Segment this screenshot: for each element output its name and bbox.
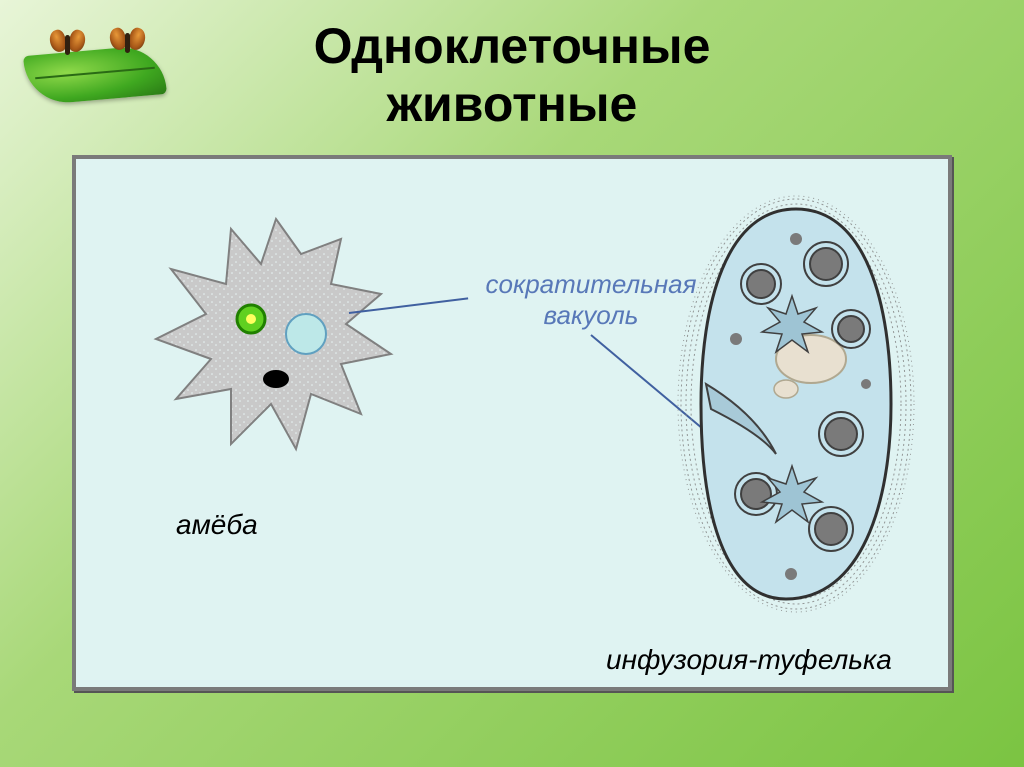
paramecium-cell xyxy=(666,184,926,624)
title-line-1: Одноклеточные xyxy=(0,18,1024,76)
diagram-frame: амёба сократительная вакуоль xyxy=(72,155,952,691)
amoeba-label: амёба xyxy=(176,509,258,541)
title-line-2: животные xyxy=(0,76,1024,134)
paramecium-label: инфузория-туфелька xyxy=(606,644,892,676)
amoeba-cell xyxy=(146,204,406,464)
page-title: Одноклеточные животные xyxy=(0,18,1024,133)
